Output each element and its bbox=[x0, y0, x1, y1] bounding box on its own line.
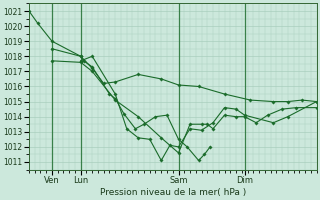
X-axis label: Pression niveau de la mer( hPa ): Pression niveau de la mer( hPa ) bbox=[100, 188, 246, 197]
